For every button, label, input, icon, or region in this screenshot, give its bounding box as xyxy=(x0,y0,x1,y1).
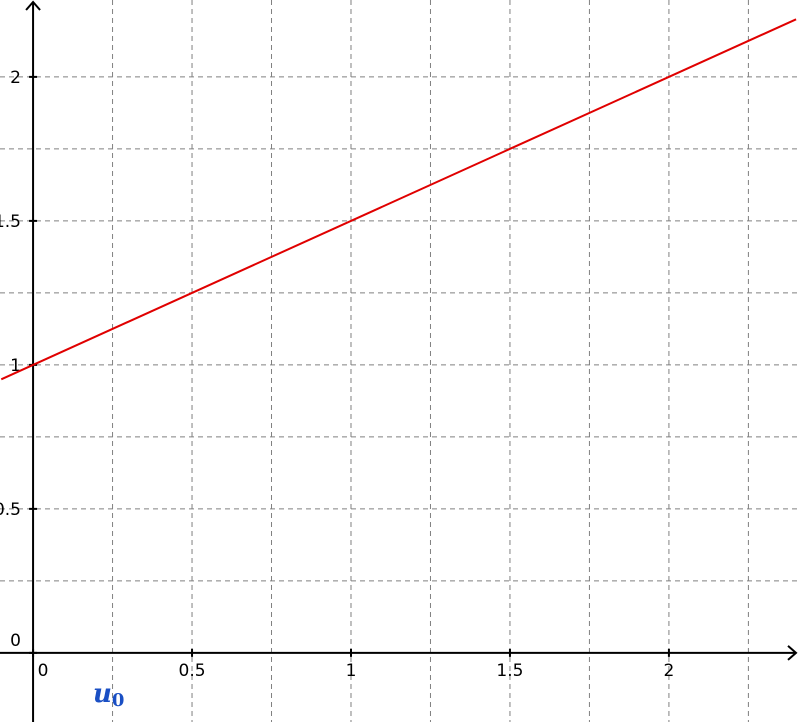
y-tick-label: 1.5 xyxy=(0,212,21,232)
y-tick-label: 0 xyxy=(10,631,21,651)
x-tick-label: 2 xyxy=(664,661,675,681)
annotation: u0 xyxy=(93,679,124,711)
plot xyxy=(0,18,797,381)
annotation-text: u xyxy=(93,679,112,709)
x-tick-label: 0 xyxy=(38,661,49,681)
y-tick-label: 1 xyxy=(10,356,21,376)
function-line xyxy=(0,18,797,381)
annotation-subscript: 0 xyxy=(112,690,125,711)
y-tick-label: 0.5 xyxy=(0,500,21,520)
x-tick-label: 1.5 xyxy=(496,661,523,681)
y-axis-arrow xyxy=(25,0,41,11)
x-axis-arrow xyxy=(787,645,798,661)
y-tick-label: 2 xyxy=(10,68,21,88)
x-tick-label: 1 xyxy=(346,661,357,681)
x-tick-label: 0.5 xyxy=(179,661,206,681)
